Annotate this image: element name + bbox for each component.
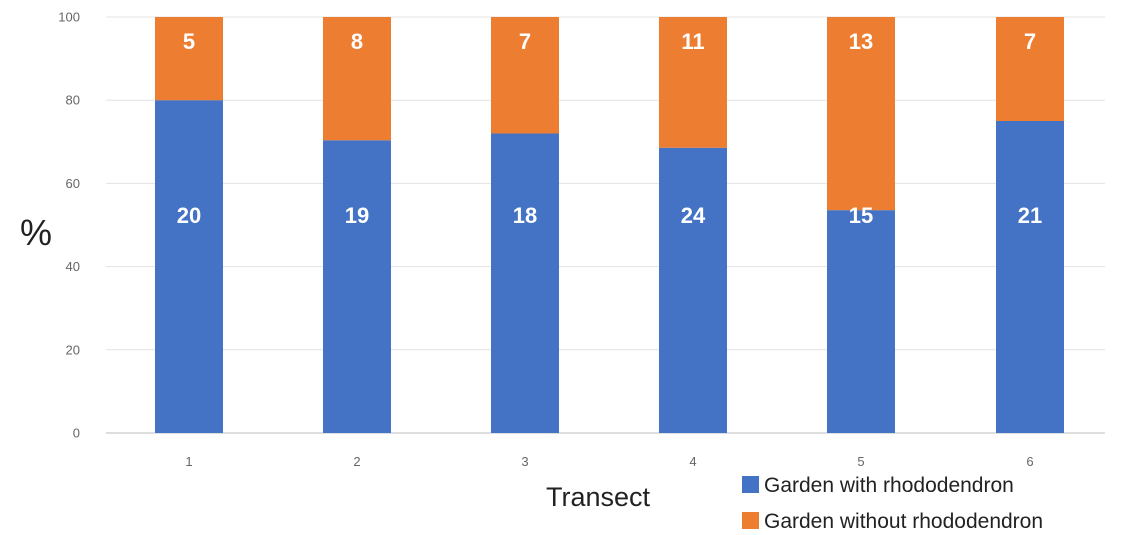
y-axis-ticks: 0 20 40 60 80 100 <box>58 10 80 441</box>
legend-item-with: Garden with rhododendron <box>742 474 1014 497</box>
legend-swatch-with <box>742 476 759 493</box>
data-label: 20 <box>177 203 201 228</box>
data-label: 7 <box>1024 29 1036 54</box>
y-tick-label: 40 <box>66 259 80 274</box>
bar-without-rhododendron-4 <box>659 17 727 148</box>
y-tick-label: 100 <box>58 10 80 25</box>
x-tick-label: 6 <box>1026 454 1033 469</box>
data-label: 8 <box>351 29 363 54</box>
y-axis-title: % <box>20 212 52 253</box>
x-axis-title: Transect <box>546 482 651 512</box>
bars <box>155 17 1064 434</box>
x-tick-label: 3 <box>521 454 528 469</box>
y-tick-label: 60 <box>66 176 80 191</box>
bar-with-rhododendron-4 <box>659 147 727 433</box>
bar-without-rhododendron-1 <box>155 17 223 101</box>
legend-label-with: Garden with rhododendron <box>764 474 1014 497</box>
bar-without-rhododendron-2 <box>323 17 391 141</box>
legend: Garden with rhododendron Garden without … <box>742 474 1043 533</box>
x-tick-label: 1 <box>185 454 192 469</box>
bar-with-rhododendron-5 <box>827 210 895 433</box>
x-tick-label: 5 <box>857 454 864 469</box>
bar-with-rhododendron-6 <box>996 121 1064 433</box>
data-label: 13 <box>849 29 873 54</box>
bar-without-rhododendron-6 <box>996 17 1064 121</box>
x-tick-label: 4 <box>689 454 696 469</box>
gridlines <box>106 16 1105 434</box>
y-tick-label: 0 <box>73 426 80 441</box>
y-tick-label: 20 <box>66 342 80 357</box>
data-label: 24 <box>681 203 706 228</box>
data-label: 19 <box>345 203 369 228</box>
data-label: 18 <box>513 203 537 228</box>
bar-without-rhododendron-3 <box>491 17 559 134</box>
x-tick-label: 2 <box>353 454 360 469</box>
data-label: 7 <box>519 29 531 54</box>
legend-label-without: Garden without rhododendron <box>764 510 1043 533</box>
legend-swatch-without <box>742 512 759 529</box>
bar-without-rhododendron-5 <box>827 17 895 211</box>
data-label: 11 <box>681 29 704 54</box>
bar-with-rhododendron-2 <box>323 140 391 433</box>
data-label: 15 <box>849 203 873 228</box>
bar-labels: 20 5 19 8 18 7 24 11 15 13 21 7 <box>177 29 1042 228</box>
y-tick-label: 80 <box>66 93 80 108</box>
bar-with-rhododendron-3 <box>491 133 559 434</box>
bar-with-rhododendron-1 <box>155 100 223 433</box>
data-label: 5 <box>183 29 195 54</box>
data-label: 21 <box>1018 203 1042 228</box>
legend-item-without: Garden without rhododendron <box>742 510 1043 533</box>
x-axis-ticks: 1 2 3 4 5 6 <box>185 454 1033 469</box>
